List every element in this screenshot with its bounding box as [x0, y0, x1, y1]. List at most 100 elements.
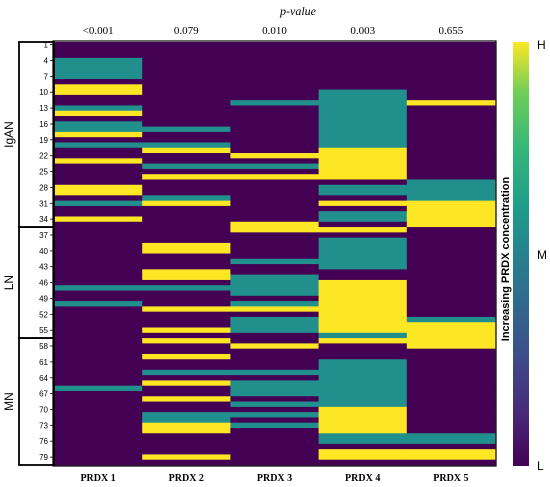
- heatmap-cell: [318, 168, 408, 175]
- heatmap-cell: [318, 375, 408, 381]
- row-tick-label: 19: [39, 136, 48, 145]
- heatmap-cell: [230, 338, 319, 344]
- heatmap-cell: [406, 327, 496, 334]
- heatmap-cell: [54, 406, 143, 413]
- heatmap-cell: [406, 427, 496, 434]
- heatmap-cell: [230, 137, 319, 143]
- heatmap-cell: [142, 242, 231, 249]
- heatmap-cell: [230, 73, 319, 80]
- heatmap-cell: [54, 227, 143, 233]
- row-tick-label: 58: [39, 342, 48, 351]
- heatmap-cell: [230, 406, 319, 413]
- row-tick-label: 10: [39, 88, 48, 97]
- heatmap-cell: [406, 274, 496, 281]
- heatmap-cell: [230, 359, 319, 365]
- heatmap-cell: [54, 205, 143, 212]
- heatmap-cell: [318, 359, 408, 365]
- heatmap-cell: [318, 174, 408, 180]
- row-tick-label: 43: [39, 263, 48, 272]
- heatmap-cell: [406, 57, 496, 64]
- heatmap-cell: [142, 316, 231, 323]
- heatmap-cell: [54, 131, 143, 138]
- heatmap-cell: [406, 359, 496, 365]
- heatmap-cell: [142, 396, 231, 402]
- heatmap-cell: [230, 443, 319, 450]
- heatmap-cell: [142, 353, 231, 360]
- heatmap-cell: [318, 390, 408, 397]
- heatmap-cell: [142, 427, 231, 434]
- heatmap-cell: [318, 100, 408, 106]
- row-tick-label: 67: [39, 390, 48, 399]
- heatmap-cell: [230, 184, 319, 191]
- group-brackets: IgAN LN MN: [2, 41, 55, 466]
- heatmap-cell: [406, 290, 496, 297]
- heatmap-cell: [142, 105, 231, 112]
- heatmap-cell: [54, 380, 143, 387]
- heatmap-cell: [406, 406, 496, 413]
- heatmap-cell: [54, 427, 143, 434]
- heatmap-cell: [142, 279, 231, 286]
- heatmap-cell: [406, 163, 496, 170]
- heatmap-cell: [54, 216, 143, 223]
- heatmap-cell: [54, 332, 143, 339]
- heatmap-cell: [54, 290, 143, 297]
- heatmap-cell: [230, 195, 319, 202]
- heatmap-cell: [318, 227, 408, 233]
- colorbar-title: Increasing PRDX concentration: [500, 177, 512, 342]
- heatmap-cell: [54, 443, 143, 450]
- heatmap-cell: [54, 412, 143, 418]
- heatmap-cell: [318, 137, 408, 143]
- heatmap-cell: [318, 279, 408, 286]
- heatmap-cell: [142, 147, 231, 154]
- heatmap-cell: [230, 89, 319, 96]
- heatmap-cell: [54, 142, 143, 149]
- heatmap-cell: [230, 57, 319, 64]
- heatmap-cell: [318, 438, 408, 445]
- heatmap-cell: [230, 258, 319, 265]
- heatmap-cell: [142, 190, 231, 196]
- heatmap-cell: [318, 412, 408, 418]
- heatmap-cell: [230, 205, 319, 212]
- heatmap-cell: [54, 57, 143, 64]
- heatmap-cell: [318, 142, 408, 149]
- heatmap-cell: [318, 269, 408, 276]
- heatmap-cell: [54, 385, 143, 392]
- heatmap-cell: [54, 47, 143, 53]
- heatmap-cell: [54, 279, 143, 286]
- heatmap-cell: [406, 369, 496, 376]
- heatmap-cell: [230, 327, 319, 334]
- heatmap-cell: [318, 343, 408, 350]
- heatmap-cell: [54, 221, 143, 228]
- heatmap-cell: [142, 168, 231, 175]
- heatmap-cell: [406, 105, 496, 112]
- heatmap-cell: [54, 68, 143, 75]
- heatmap-cell: [54, 301, 143, 307]
- heatmap-cell: [318, 427, 408, 434]
- heatmap-cell: [230, 105, 319, 112]
- heatmap-cell: [230, 369, 319, 376]
- heatmap-cell: [142, 364, 231, 371]
- heatmap-cell: [230, 454, 319, 461]
- heatmap-cell: [54, 338, 143, 344]
- heatmap-cell: [406, 353, 496, 360]
- heatmap-cell: [318, 84, 408, 90]
- heatmap-cell: [142, 57, 231, 64]
- row-tick-label: 34: [39, 215, 48, 224]
- heatmap-cell: [54, 311, 143, 318]
- heatmap-cell: [230, 232, 319, 239]
- heatmap-cell: [318, 211, 408, 217]
- heatmap-cell: [230, 401, 319, 408]
- heatmap-cell: [230, 126, 319, 133]
- heatmap-cell: [406, 168, 496, 175]
- heatmap-cell: [318, 221, 408, 228]
- heatmap-cell: [406, 390, 496, 397]
- heatmap-cell: [54, 390, 143, 397]
- heatmap-cell: [230, 285, 319, 291]
- heatmap-cell: [318, 406, 408, 413]
- heatmap-cell: [406, 285, 496, 291]
- heatmap-cell: [406, 116, 496, 122]
- heatmap-cell: [142, 311, 231, 318]
- heatmap-cell: [406, 258, 496, 265]
- heatmap-cell: [318, 79, 408, 85]
- heatmap-cell: [318, 163, 408, 170]
